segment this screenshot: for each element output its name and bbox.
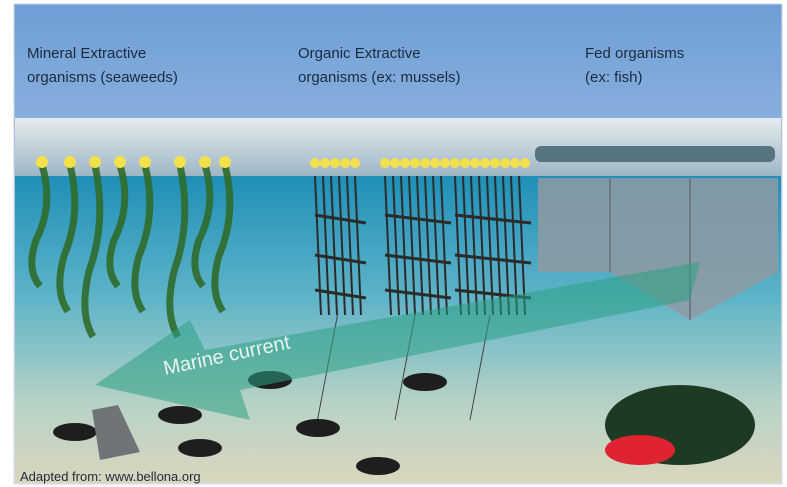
buoy (310, 158, 320, 168)
category-label: (ex: fish) (585, 69, 643, 86)
rock (92, 405, 140, 460)
anchor (296, 419, 340, 437)
seaweed (56, 164, 79, 314)
frame-bar (384, 288, 452, 300)
red-base (605, 435, 675, 465)
buoy (139, 156, 151, 168)
mussel-rope (518, 175, 526, 316)
mussel-rope (338, 175, 346, 316)
buoy (340, 158, 350, 168)
mussel-rope (432, 175, 440, 316)
category-label: Fed organisms (585, 45, 684, 62)
buoy (430, 158, 440, 168)
frame-bar (314, 213, 367, 225)
mussel-rope (354, 175, 362, 316)
category-label: organisms (seaweeds) (27, 69, 178, 86)
labels: Mineral Extractive organisms (seaweeds) Or… (27, 45, 684, 86)
buoy (510, 158, 520, 168)
mussel-rope (408, 175, 416, 316)
category-label: organisms (ex: mussels) (298, 69, 461, 86)
mussel-rope (494, 175, 502, 316)
mussel-rope (502, 175, 510, 316)
buoy (520, 158, 530, 168)
frame-bar (454, 213, 532, 225)
buoy (320, 158, 330, 168)
anchor (356, 457, 400, 475)
category-label: Organic Extractive (298, 45, 421, 62)
frame-bar (314, 253, 367, 265)
buoy (470, 158, 480, 168)
anchor (178, 439, 222, 457)
seaweed (211, 164, 234, 314)
buoy (500, 158, 510, 168)
mussel-rope (440, 175, 448, 316)
anchor (53, 423, 97, 441)
mussel-rope (416, 175, 424, 316)
buoy (199, 156, 211, 168)
buoy (89, 156, 101, 168)
buoy (390, 158, 400, 168)
buoy (219, 156, 231, 168)
buoy (380, 158, 390, 168)
buoy (410, 158, 420, 168)
mussel-rope (510, 175, 518, 316)
buoy (114, 156, 126, 168)
buoy (440, 158, 450, 168)
frame-bar (384, 253, 452, 265)
frame-bar (314, 288, 367, 300)
frame-bar (384, 213, 452, 225)
seaweed (131, 164, 154, 314)
mussel-rope (486, 175, 494, 316)
credit: Adapted from: www.bellona.org (20, 469, 201, 484)
frame-bar (454, 253, 532, 265)
category-label: Mineral Extractive (27, 45, 146, 62)
buoy (174, 156, 186, 168)
buoy (400, 158, 410, 168)
buoy (450, 158, 460, 168)
anchor (403, 373, 447, 391)
buoy (490, 158, 500, 168)
seaweed (191, 163, 214, 289)
buoy (420, 158, 430, 168)
buoy (460, 158, 470, 168)
mussel-rope (346, 175, 354, 316)
mussel-rope (424, 175, 432, 316)
anchor (158, 406, 202, 424)
cage-top (535, 146, 775, 162)
seaweed (166, 164, 189, 339)
decoration (28, 156, 755, 475)
buoy (480, 158, 490, 168)
buoy (350, 158, 360, 168)
buoy (64, 156, 76, 168)
buoy (36, 156, 48, 168)
seaweed (28, 163, 51, 289)
seaweed (81, 164, 104, 339)
fish-cage (538, 178, 778, 320)
current-arrow (95, 262, 700, 420)
seaweed (106, 163, 129, 289)
buoy (330, 158, 340, 168)
